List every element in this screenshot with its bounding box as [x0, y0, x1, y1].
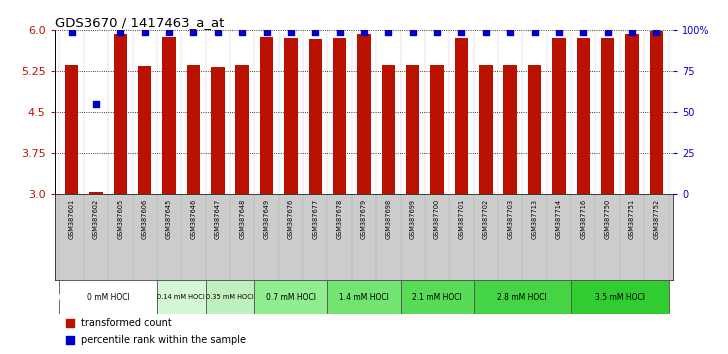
- Bar: [601, 38, 614, 194]
- Text: GSM387602: GSM387602: [93, 199, 99, 239]
- Point: [499, 261, 510, 267]
- Text: GSM387702: GSM387702: [483, 199, 488, 239]
- Bar: [162, 37, 175, 194]
- Text: GSM387677: GSM387677: [312, 199, 318, 239]
- Text: GSM387716: GSM387716: [580, 199, 586, 239]
- Text: 0.14 mM HOCl: 0.14 mM HOCl: [157, 294, 205, 300]
- Text: GSM387751: GSM387751: [629, 199, 635, 239]
- Text: GSM387679: GSM387679: [361, 199, 367, 239]
- Point: [334, 29, 346, 35]
- Text: 0.35 mM HOCl: 0.35 mM HOCl: [206, 294, 254, 300]
- Bar: [65, 65, 79, 194]
- Point: [139, 29, 151, 35]
- Point: [456, 29, 467, 35]
- Point: [285, 29, 297, 35]
- Bar: [114, 34, 127, 194]
- Bar: [400, 280, 474, 314]
- Bar: [333, 38, 347, 194]
- Point: [431, 29, 443, 35]
- Text: GSM387649: GSM387649: [264, 199, 269, 239]
- Point: [480, 29, 491, 35]
- Point: [499, 110, 510, 115]
- Text: GSM387676: GSM387676: [288, 199, 294, 239]
- Text: 3.5 mM HOCl: 3.5 mM HOCl: [595, 292, 645, 302]
- Text: GSM387648: GSM387648: [240, 199, 245, 239]
- Text: GSM387678: GSM387678: [336, 199, 343, 239]
- Point: [553, 29, 565, 35]
- Point: [237, 29, 248, 35]
- Text: GSM387645: GSM387645: [166, 199, 172, 239]
- Bar: [649, 31, 663, 194]
- Point: [163, 29, 175, 35]
- Point: [505, 29, 516, 35]
- Text: GSM387750: GSM387750: [605, 199, 611, 239]
- Bar: [430, 65, 444, 194]
- Text: 0 mM HOCl: 0 mM HOCl: [87, 292, 130, 302]
- Bar: [528, 65, 541, 194]
- Text: GSM387700: GSM387700: [434, 199, 440, 239]
- Bar: [211, 67, 224, 194]
- Point: [626, 29, 638, 35]
- Point: [407, 29, 419, 35]
- Text: GSM387699: GSM387699: [410, 199, 416, 239]
- Bar: [381, 65, 395, 194]
- Bar: [187, 65, 200, 194]
- Text: GSM387714: GSM387714: [556, 199, 562, 239]
- Text: GSM387647: GSM387647: [215, 199, 221, 239]
- Point: [212, 29, 223, 35]
- Text: GDS3670 / 1417463_a_at: GDS3670 / 1417463_a_at: [55, 16, 224, 29]
- Text: dose: dose: [55, 292, 76, 302]
- Text: GSM387713: GSM387713: [531, 199, 537, 239]
- Text: GSM387752: GSM387752: [653, 199, 660, 239]
- Bar: [254, 280, 328, 314]
- Bar: [235, 65, 249, 194]
- Bar: [455, 38, 468, 194]
- Text: GSM387601: GSM387601: [68, 199, 75, 239]
- Text: 0.7 mM HOCl: 0.7 mM HOCl: [266, 292, 316, 302]
- Text: GSM387701: GSM387701: [459, 199, 464, 239]
- Bar: [625, 34, 638, 194]
- Point: [651, 29, 662, 35]
- Text: percentile rank within the sample: percentile rank within the sample: [81, 335, 245, 344]
- Text: 1.4 mM HOCl: 1.4 mM HOCl: [339, 292, 389, 302]
- Bar: [504, 65, 517, 194]
- Bar: [479, 65, 493, 194]
- Point: [66, 29, 77, 35]
- Bar: [90, 192, 103, 194]
- Bar: [284, 38, 298, 194]
- Bar: [474, 280, 571, 314]
- Point: [382, 29, 394, 35]
- Text: transformed count: transformed count: [81, 318, 171, 328]
- Point: [577, 29, 589, 35]
- Text: 2.1 mM HOCl: 2.1 mM HOCl: [412, 292, 462, 302]
- Point: [309, 29, 321, 35]
- Bar: [553, 38, 566, 194]
- Bar: [138, 66, 151, 194]
- Bar: [328, 280, 400, 314]
- Text: GSM387605: GSM387605: [117, 199, 123, 239]
- Point: [529, 29, 540, 35]
- Text: 2.8 mM HOCl: 2.8 mM HOCl: [497, 292, 547, 302]
- Bar: [357, 34, 371, 194]
- Bar: [157, 280, 205, 314]
- Bar: [571, 280, 668, 314]
- Bar: [260, 37, 273, 194]
- Bar: [205, 280, 254, 314]
- Point: [261, 29, 272, 35]
- Text: GSM387646: GSM387646: [191, 199, 197, 239]
- Point: [90, 101, 102, 107]
- Text: GSM387606: GSM387606: [142, 199, 148, 239]
- Text: GSM387698: GSM387698: [385, 199, 392, 239]
- Bar: [406, 65, 419, 194]
- Point: [602, 29, 614, 35]
- Text: GSM387703: GSM387703: [507, 199, 513, 239]
- Point: [188, 29, 199, 35]
- Bar: [60, 280, 157, 314]
- Point: [358, 29, 370, 35]
- Point: [114, 29, 126, 35]
- Bar: [309, 39, 322, 194]
- Bar: [577, 38, 590, 194]
